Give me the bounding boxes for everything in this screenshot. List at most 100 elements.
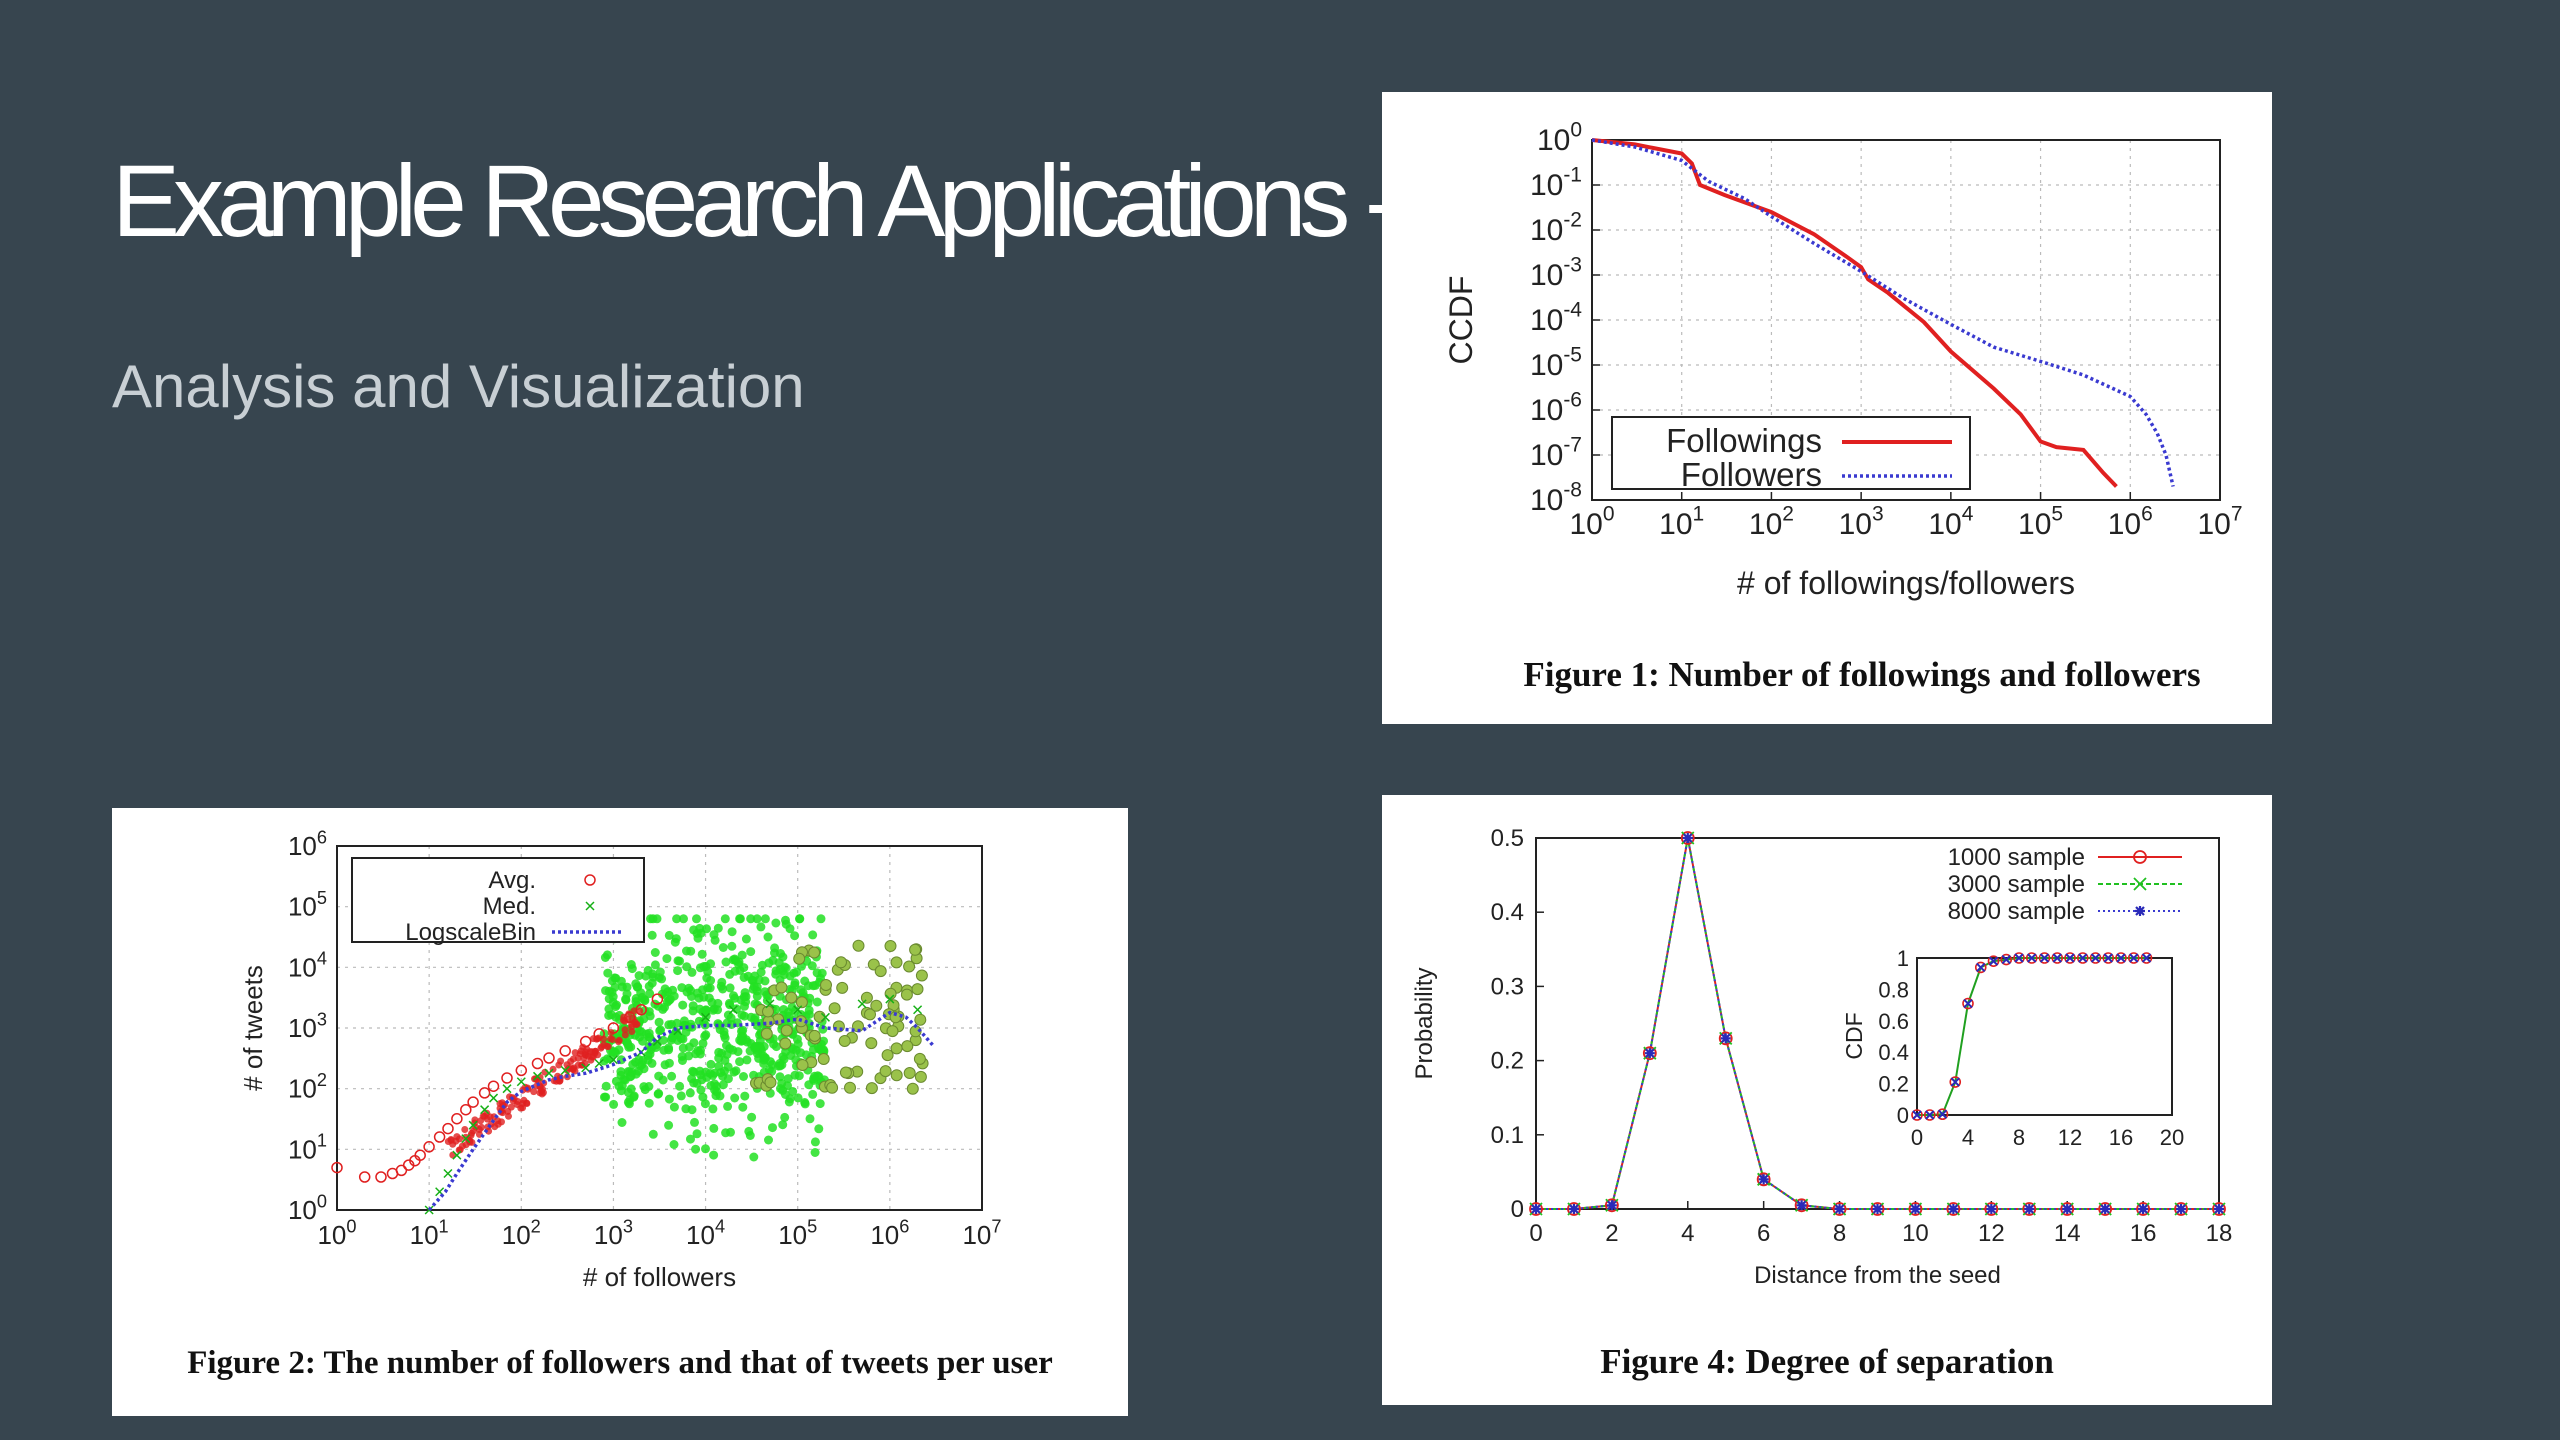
med-point [741,997,751,1007]
med-marker [489,1093,499,1103]
med-point [713,1005,723,1015]
legend-box [351,857,645,943]
plot-frame [1591,139,2221,501]
med-point [890,1069,903,1082]
med-point [648,972,658,982]
med-point [714,1047,724,1057]
inset-y-tick-label: 0.8 [1878,977,1909,1002]
avg-point [621,1026,629,1034]
med-point [817,1053,830,1065]
med-point [678,1034,688,1044]
med-point [727,941,737,951]
med-point [788,1087,798,1096]
x-axis-label: # of followers [583,1262,736,1292]
y-tick-label: 0.3 [1491,973,1524,1000]
med-point [906,1082,919,1095]
y-axis-label: CCDF [1443,276,1479,365]
slide-title: Example Research Applications - T [112,144,1474,258]
avg-point [581,1051,589,1059]
y-tick-label: 10-5 [1530,344,1582,383]
med-point [839,1066,852,1079]
x-tick-label: 106 [870,1216,909,1250]
x-tick-label: 100 [1569,503,1614,542]
avg-point [481,1112,488,1120]
med-point [681,1104,691,1114]
med-point [617,1118,627,1127]
series-line-followers [1591,138,2175,487]
med-point [835,956,847,969]
med-point [712,1087,722,1097]
med-point [808,1089,818,1099]
marker-1000 [1567,1202,1581,1216]
med-point [742,1055,752,1065]
avg-point [456,1135,463,1143]
med-point [778,1120,788,1130]
avg-point [531,1057,544,1070]
med-point [865,1082,878,1095]
avg-point [621,1017,629,1025]
med-point [604,1011,614,1020]
marker-8000 [2024,1204,2035,1214]
med-point [623,1087,633,1097]
med-point [755,1036,765,1046]
med-point [785,991,798,1004]
marker-1000 [1604,1198,1619,1213]
marker-8000 [1682,833,1693,843]
med-point [671,934,681,944]
figure-2-chart: 100 101 102 103 104 105 106 107 106 105 104 103 102 1… [187,827,1053,1381]
y-tick-label: 10-3 [1530,254,1582,293]
med-point [764,1076,777,1089]
med-scatter-cloud [599,914,929,1162]
med-point [796,1059,809,1071]
marker-8000 [1758,1174,1769,1185]
legend-label: Followings [1666,422,1822,459]
med-point [913,1052,926,1065]
med-point [819,1036,828,1046]
med-point [870,999,883,1012]
med-point [700,1031,710,1041]
avg-point [565,1064,573,1072]
med-marker [516,1077,526,1087]
med-point [701,961,711,971]
marker-8000 [2176,1204,2187,1214]
med-point [601,1081,611,1091]
med-point [681,1027,691,1037]
inset-marker [1962,997,1974,1010]
x-tick-label: 104 [1928,503,1973,542]
avg-point [578,1061,586,1069]
inset-marker [1976,962,1986,973]
med-point [818,1045,828,1055]
med-point [608,992,618,1002]
y-axis-label: # of tweets [238,965,268,1091]
inset-marker [1987,955,2000,967]
med-point [678,1000,688,1010]
med-marker [594,1058,604,1069]
med-point [675,1081,685,1091]
inset-marker [1923,1109,1936,1121]
legend-swatch [585,901,595,911]
legend-marker [2133,850,2147,864]
med-point [860,991,873,1004]
med-point [655,967,665,977]
marker-1000 [1870,1202,1885,1216]
med-point [746,914,756,924]
marker-8000 [1948,1204,1959,1214]
med-markers [424,994,923,1215]
inset-marker [2064,952,2076,964]
med-point [725,1044,735,1054]
med-point [915,969,928,982]
med-marker [701,1012,711,1022]
figure-1-caption: Figure 1: Number of followings and follo… [1523,655,2200,694]
y-tick-label: 0.4 [1491,899,1524,926]
avg-point [571,1067,579,1075]
avg-point [569,1055,577,1063]
med-point [721,957,731,967]
med-point [804,1005,814,1015]
med-point [648,914,658,924]
med-point [795,996,808,1009]
x-tick-label: 105 [2018,503,2063,542]
inset-marker [1949,1076,1962,1088]
y-tick-label: 10-2 [1530,209,1582,248]
med-point [667,1071,677,1081]
marker-8000 [1720,1033,1731,1044]
